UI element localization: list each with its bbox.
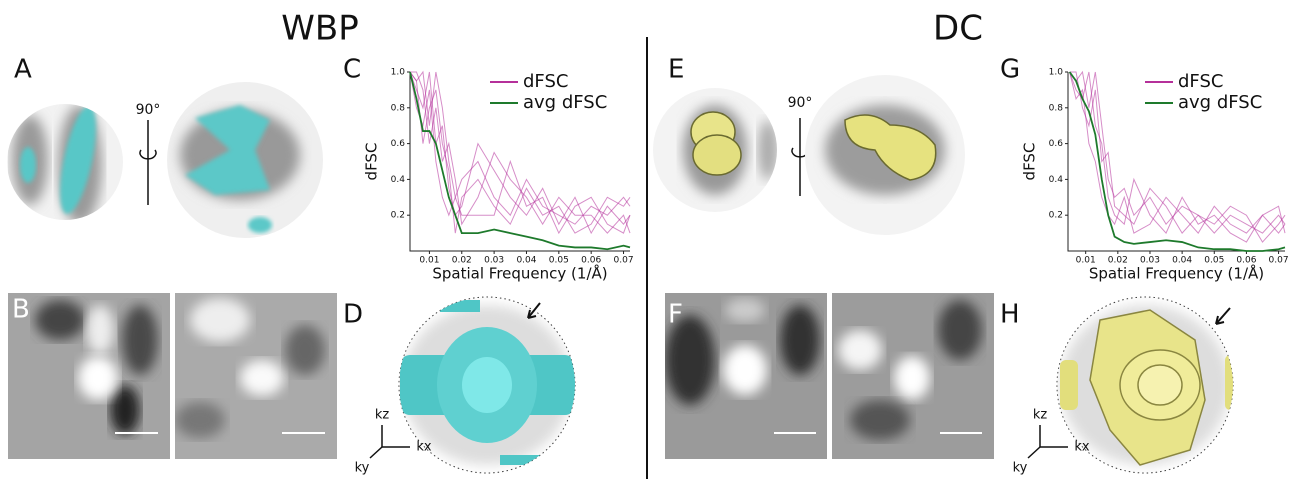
projection-wbp-2 bbox=[175, 293, 337, 459]
x-tick-label: 0.05 bbox=[549, 256, 569, 266]
rotation-label: 90° bbox=[788, 95, 813, 111]
y-tick-label: 1.0 bbox=[391, 68, 406, 78]
x-tick-label: 0.07 bbox=[614, 256, 634, 266]
series-line bbox=[1068, 71, 1286, 252]
x-tick-label: 0.06 bbox=[1236, 256, 1256, 266]
x-tick-label: 0.01 bbox=[419, 256, 439, 266]
y-tick-label: 0.4 bbox=[1049, 175, 1064, 185]
y-axis-label: dFSC bbox=[1021, 143, 1039, 181]
x-tick-label: 0.02 bbox=[452, 256, 472, 266]
panel-label: A bbox=[14, 55, 32, 85]
axes-frame bbox=[409, 72, 630, 252]
projection-dc-1 bbox=[665, 293, 827, 459]
x-tick-label: 0.03 bbox=[1140, 256, 1160, 266]
legend-label: avg dFSC bbox=[523, 92, 607, 113]
fsc-volume-wbp bbox=[400, 300, 575, 465]
panel-label: D bbox=[343, 300, 363, 330]
x-tick-label: 0.07 bbox=[1269, 256, 1289, 266]
panel-label: H bbox=[1000, 300, 1020, 330]
axes-frame bbox=[1067, 72, 1285, 252]
heading: WBP bbox=[281, 9, 358, 49]
x-tick-label: 0.04 bbox=[516, 256, 536, 266]
y-tick-label: 0.2 bbox=[391, 211, 405, 221]
series-line bbox=[409, 71, 631, 235]
series-line bbox=[1069, 71, 1286, 243]
projection-dc-2 bbox=[832, 293, 994, 459]
x-axis-label: Spatial Frequency (1/Å) bbox=[432, 264, 607, 283]
legend-label: dFSC bbox=[523, 71, 568, 92]
map-dc-side bbox=[805, 75, 965, 235]
axis-glyph-label: ky bbox=[1013, 461, 1028, 476]
legend-label: avg dFSC bbox=[1178, 92, 1262, 113]
fsc-volume-dc bbox=[1060, 305, 1233, 466]
axis-glyph-label: kx bbox=[1074, 440, 1090, 455]
map-dc-front bbox=[653, 88, 777, 212]
y-tick-label: 0.8 bbox=[1049, 103, 1064, 113]
arrow bbox=[1215, 307, 1231, 325]
panel-label: G bbox=[1000, 55, 1020, 85]
y-tick-label: 0.8 bbox=[391, 103, 406, 113]
axis-glyph-label: kx bbox=[416, 440, 432, 455]
panel-label: E bbox=[668, 55, 684, 85]
series-line bbox=[409, 70, 631, 225]
projection-wbp-1 bbox=[8, 293, 170, 459]
x-tick-label: 0.05 bbox=[1204, 256, 1224, 266]
series-line bbox=[409, 71, 631, 235]
series-line bbox=[410, 71, 631, 234]
x-tick-label: 0.02 bbox=[1108, 256, 1128, 266]
x-axis-label: Spatial Frequency (1/Å) bbox=[1089, 264, 1264, 283]
x-tick-label: 0.01 bbox=[1076, 256, 1096, 266]
axes-glyph bbox=[1027, 425, 1068, 459]
axis-glyph-label: kz bbox=[1033, 408, 1048, 423]
series-line bbox=[1069, 71, 1286, 234]
series-line bbox=[409, 71, 631, 234]
series-line bbox=[409, 71, 631, 251]
axis-glyph-label: ky bbox=[355, 461, 370, 476]
axis-glyph-label: kz bbox=[375, 408, 390, 423]
y-tick-label: 0.6 bbox=[1049, 139, 1064, 149]
arrow bbox=[527, 302, 541, 319]
x-tick-label: 0.03 bbox=[484, 256, 504, 266]
x-tick-label: 0.06 bbox=[581, 256, 601, 266]
panel-label: C bbox=[343, 55, 361, 85]
map-wbp-front bbox=[7, 104, 123, 220]
axes-glyph bbox=[369, 425, 410, 459]
panel-label: B bbox=[12, 295, 30, 325]
y-tick-label: 0.2 bbox=[1049, 211, 1063, 221]
rotation-arrow bbox=[139, 149, 157, 160]
y-axis-label: dFSC bbox=[363, 143, 381, 181]
rotation-label: 90° bbox=[136, 102, 161, 118]
x-tick-label: 0.04 bbox=[1172, 256, 1192, 266]
y-tick-label: 1.0 bbox=[1049, 68, 1064, 78]
y-tick-label: 0.6 bbox=[391, 139, 406, 149]
legend-label: dFSC bbox=[1178, 71, 1223, 92]
map-wbp-side bbox=[167, 82, 323, 238]
heading: DC bbox=[933, 9, 983, 49]
panel-label: F bbox=[668, 300, 683, 330]
series-line bbox=[1069, 71, 1286, 243]
y-tick-label: 0.4 bbox=[391, 175, 406, 185]
